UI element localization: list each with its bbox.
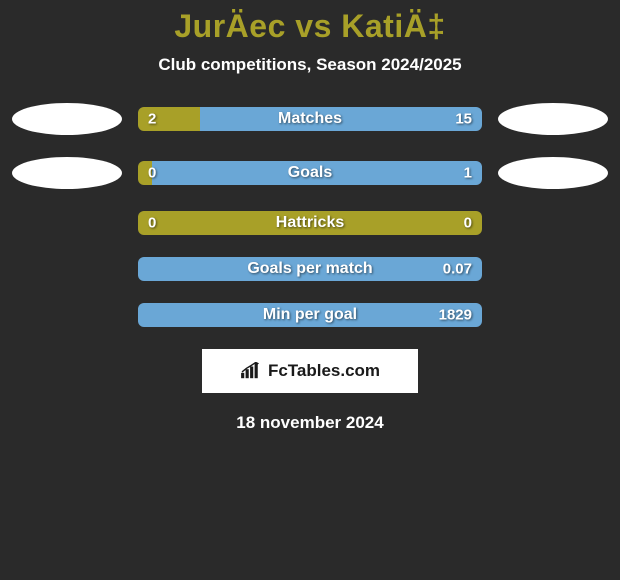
stat-row: 1829 Min per goal	[0, 303, 620, 327]
stat-row: 0 1 Goals	[0, 157, 620, 189]
stat-rows: 2 15 Matches 0 1 Goals 0 0 Hattricks 0.07 Goals pe…	[0, 103, 620, 327]
bar-right-value: 0.07	[443, 261, 472, 278]
player-right-marker	[498, 103, 608, 135]
bar-right-value: 1829	[439, 307, 472, 324]
bar-chart-icon	[240, 362, 262, 380]
player-left-marker	[12, 157, 122, 189]
player-right-marker	[498, 157, 608, 189]
stat-bar: 2 15 Matches	[138, 107, 482, 131]
comparison-infographic: JurÄec vs KatiÄ‡ Club competitions, Seas…	[0, 0, 620, 433]
bar-left-value: 0	[148, 215, 156, 232]
subtitle: Club competitions, Season 2024/2025	[0, 55, 620, 75]
bar-label: Goals	[288, 164, 332, 182]
stat-row: 0 0 Hattricks	[0, 211, 620, 235]
stat-bar: 0 1 Goals	[138, 161, 482, 185]
bar-label: Goals per match	[247, 260, 372, 278]
bar-label: Hattricks	[276, 214, 344, 232]
brand-badge: FcTables.com	[202, 349, 418, 393]
page-title: JurÄec vs KatiÄ‡	[0, 8, 620, 45]
brand-text: FcTables.com	[268, 361, 380, 381]
stat-row: 0.07 Goals per match	[0, 257, 620, 281]
bar-right-value: 15	[455, 111, 472, 128]
stat-row: 2 15 Matches	[0, 103, 620, 135]
bar-right-value: 0	[464, 215, 472, 232]
bar-left-value: 2	[148, 111, 156, 128]
stat-bar: 0 0 Hattricks	[138, 211, 482, 235]
bar-right-value: 1	[464, 165, 472, 182]
bar-label: Matches	[278, 110, 342, 128]
bar-label: Min per goal	[263, 306, 357, 324]
bar-left-value: 0	[148, 165, 156, 182]
player-left-marker	[12, 103, 122, 135]
stat-bar: 0.07 Goals per match	[138, 257, 482, 281]
date-text: 18 november 2024	[0, 413, 620, 433]
stat-bar: 1829 Min per goal	[138, 303, 482, 327]
